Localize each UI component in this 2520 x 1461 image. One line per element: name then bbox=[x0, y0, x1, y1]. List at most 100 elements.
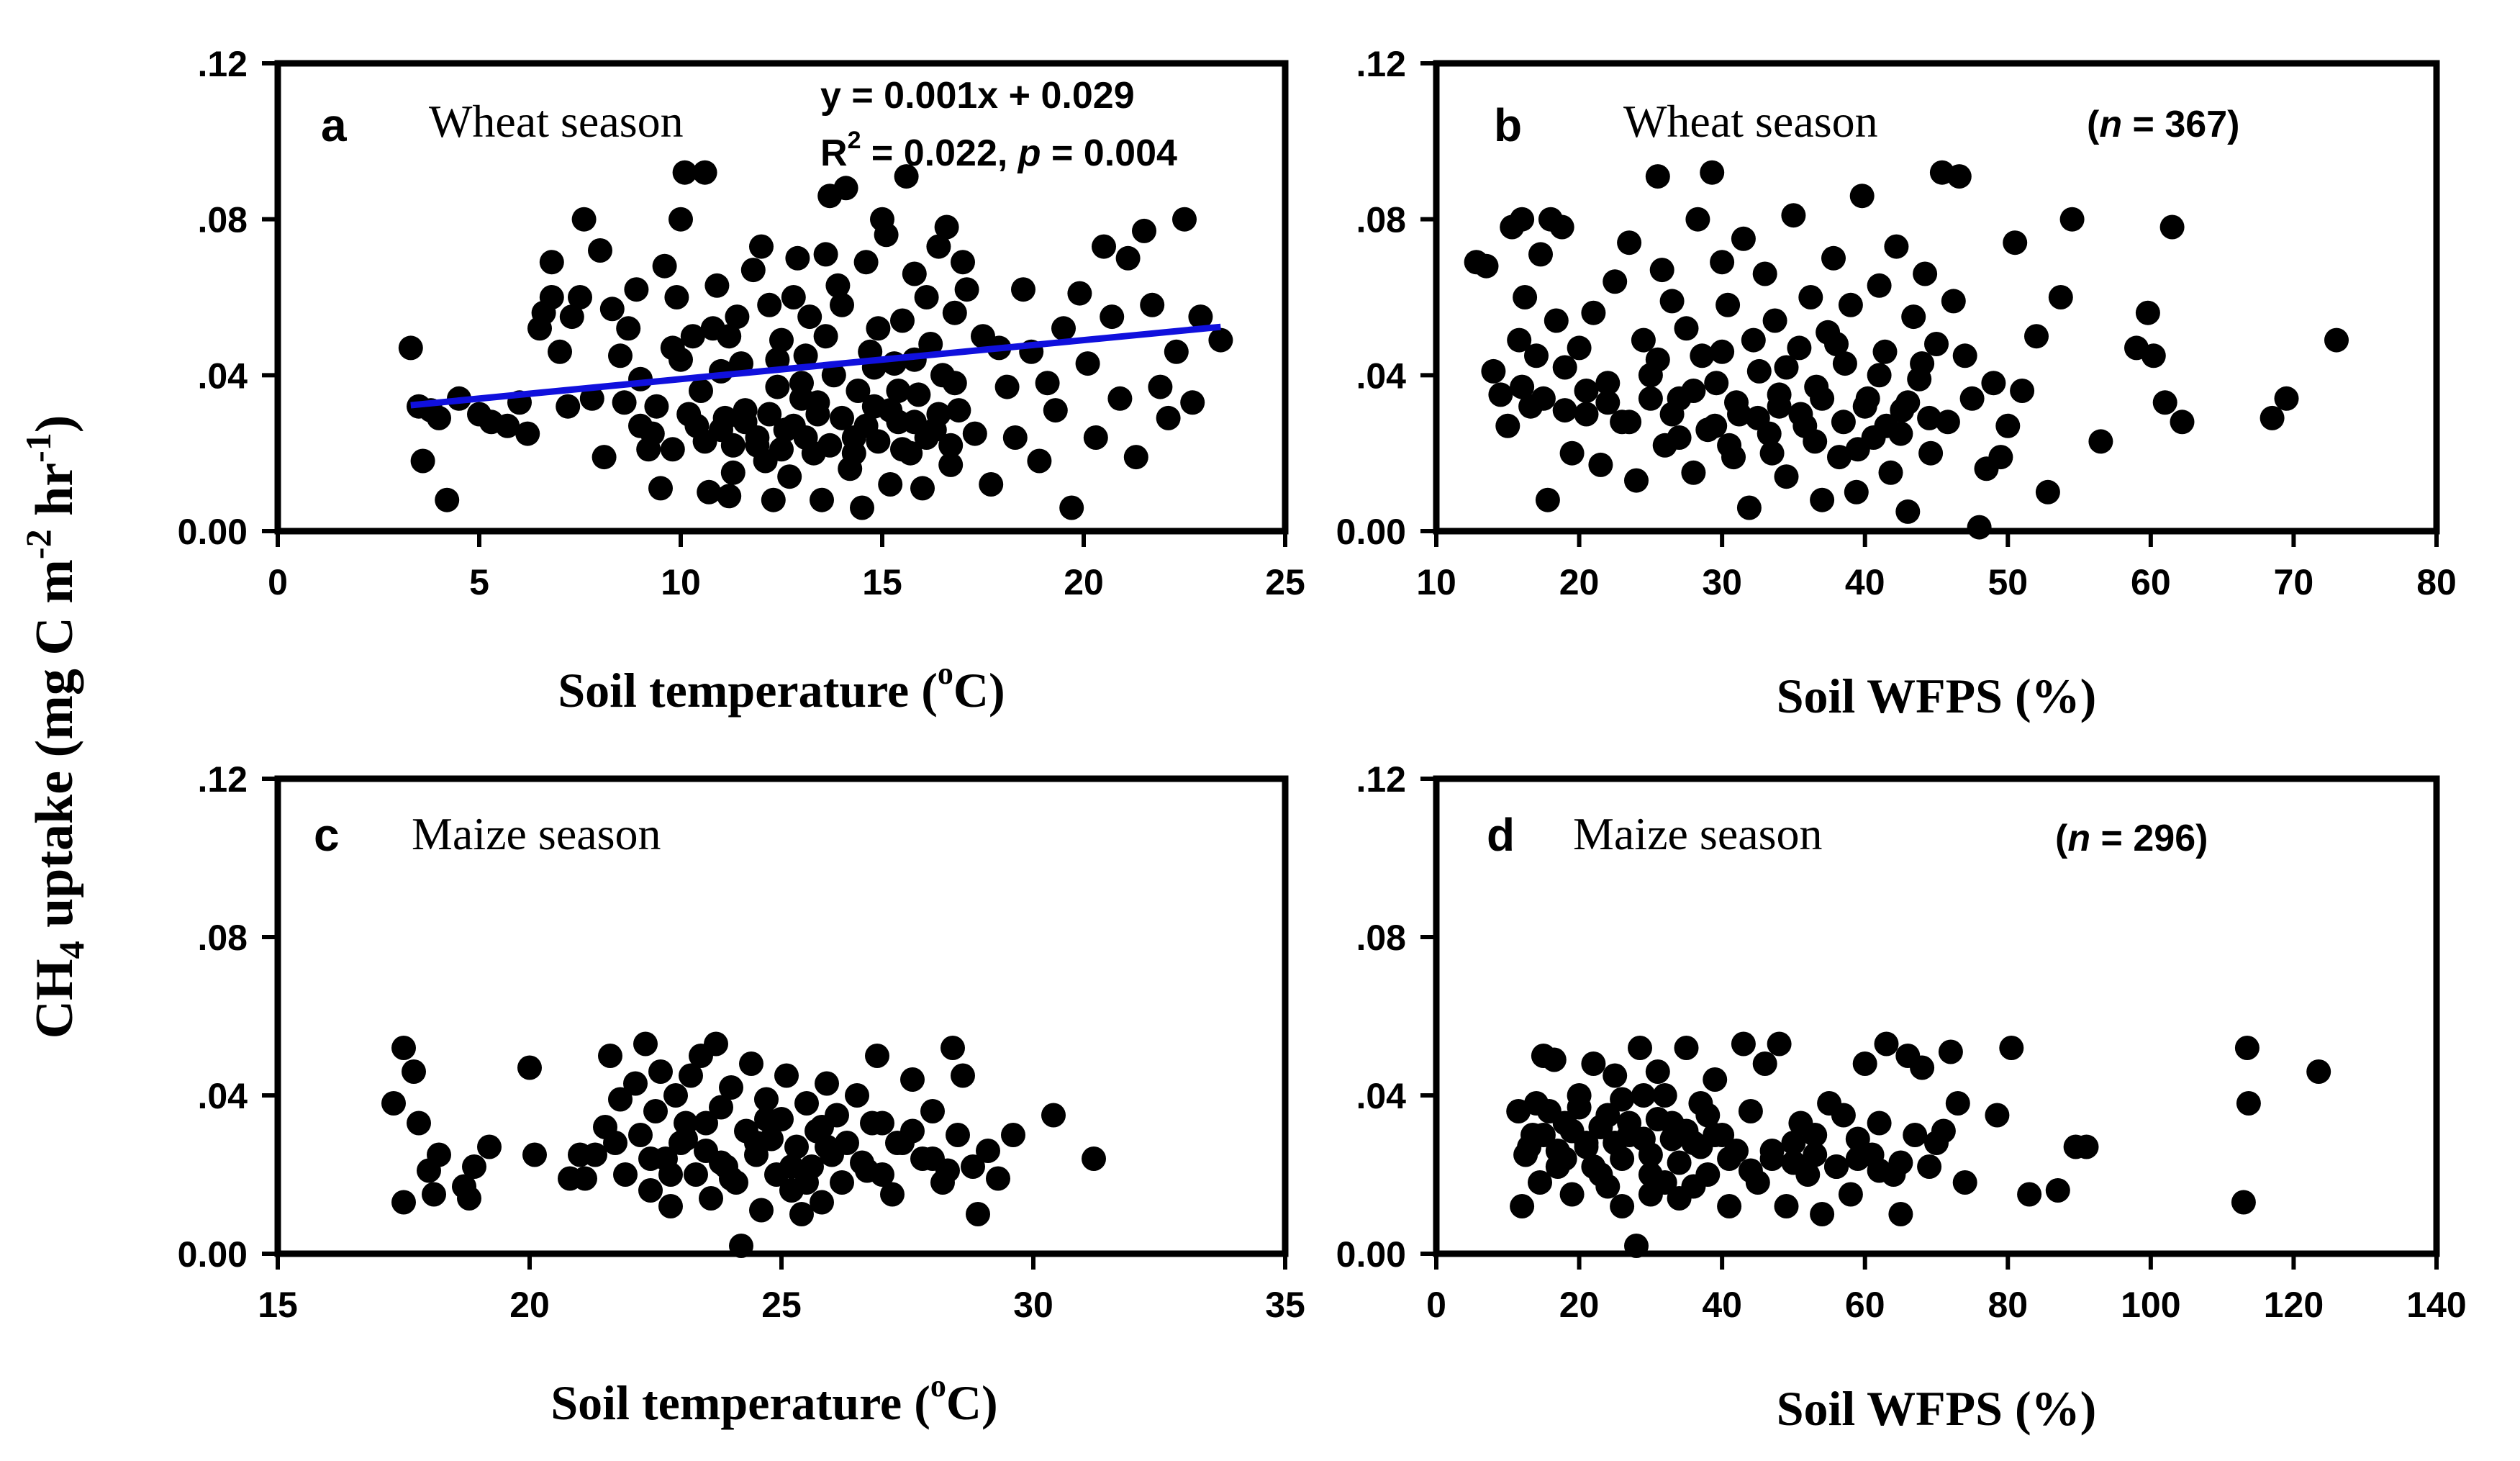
panel-a-point bbox=[886, 379, 911, 403]
panel-c-point bbox=[648, 1059, 673, 1084]
panel-b-point bbox=[1645, 347, 1670, 372]
panel-c-point bbox=[845, 1083, 869, 1108]
panel-d-point bbox=[1703, 1067, 1728, 1092]
panel-b-point bbox=[1524, 343, 1549, 368]
panel-c-point bbox=[739, 1051, 763, 1076]
panel-a-point bbox=[1075, 351, 1100, 376]
panel-a-point bbox=[942, 371, 967, 396]
panel-d-letter: d bbox=[1487, 809, 1515, 861]
panel-d-point bbox=[1731, 1031, 1756, 1057]
panel-c-point bbox=[477, 1134, 502, 1159]
panel-d-point bbox=[1803, 1123, 1828, 1147]
panel-b-point bbox=[1736, 495, 1762, 520]
panel-c-point bbox=[850, 1150, 874, 1175]
panel-d-point bbox=[1617, 1111, 1642, 1136]
panel-d-ytick-label: .12 bbox=[1356, 759, 1406, 800]
panel-b-point bbox=[2141, 343, 2166, 368]
panel-b-point bbox=[1513, 285, 1538, 309]
panel-b-n-label: (n = 367) bbox=[2087, 104, 2239, 145]
panel-c-point bbox=[815, 1071, 839, 1096]
panel-a-point bbox=[515, 421, 540, 446]
panel-c-point bbox=[391, 1036, 416, 1060]
panel-c-x-axis-title: Soil temperature (oC) bbox=[550, 1368, 997, 1430]
panel-d-point bbox=[1588, 1115, 1613, 1139]
panel-a-point bbox=[435, 487, 460, 512]
panel-a-point bbox=[559, 304, 584, 330]
panel-b-point bbox=[1852, 394, 1877, 419]
panel-d-point bbox=[1910, 1055, 1935, 1080]
panel-b-xtick-label: 30 bbox=[1702, 562, 1742, 602]
panel-a-point bbox=[689, 379, 713, 403]
panel-a-point bbox=[579, 386, 604, 411]
panel-d-point bbox=[1931, 1118, 1956, 1144]
panel-b-point bbox=[1567, 335, 1592, 361]
panel-b-point bbox=[1917, 405, 1942, 430]
panel-a-point bbox=[926, 234, 951, 259]
panel-b-point bbox=[1495, 413, 1520, 438]
panel-d-xtick-label: 20 bbox=[1559, 1285, 1600, 1325]
panel-d-xtick-label: 0 bbox=[1426, 1285, 1446, 1325]
panel-a-ytick-label: .08 bbox=[197, 200, 248, 240]
panel-c-point bbox=[754, 1087, 779, 1112]
y-axis-title-group: CH4 uptake (mg C m-2 hr-1) bbox=[18, 415, 91, 1039]
panel-d-point bbox=[1628, 1036, 1652, 1060]
panel-d-point bbox=[2074, 1134, 2099, 1159]
panel-b-point bbox=[1510, 207, 1535, 232]
panel-a-point bbox=[704, 273, 730, 298]
panel-a-regression-line bbox=[410, 323, 1221, 409]
panel-a-point bbox=[1011, 277, 1035, 302]
panel-a-point bbox=[1083, 425, 1108, 450]
panel-a-point bbox=[608, 343, 633, 368]
panel-d-point bbox=[1581, 1051, 1606, 1076]
panel-c-point bbox=[1001, 1123, 1025, 1147]
panel-a: 0.00.04.08.12 0 5 10 15 20 25 a Wheat season … bbox=[178, 44, 1305, 718]
n-value: = 296) bbox=[2090, 818, 2208, 859]
panel-d-point bbox=[2236, 1091, 2261, 1116]
panel-c-point bbox=[794, 1091, 819, 1116]
panel-a-x-axis-title: Soil temperature (oC) bbox=[558, 656, 1005, 718]
panel-d-point bbox=[1567, 1095, 1592, 1120]
panel-c-point bbox=[381, 1091, 406, 1116]
panel-c-point bbox=[633, 1031, 658, 1057]
panel-c-xtick-label: 30 bbox=[1013, 1285, 1053, 1325]
panel-b-point bbox=[2159, 214, 2185, 240]
panel-a-point bbox=[878, 398, 903, 423]
panel-a-point bbox=[749, 234, 774, 259]
panel-b-point bbox=[1774, 464, 1799, 489]
panel-b-point bbox=[1488, 382, 1513, 407]
panel-c-point bbox=[920, 1099, 945, 1123]
panel-a-point bbox=[946, 398, 971, 423]
panel-b-xticks: 10 20 30 40 50 60 70 80 bbox=[1416, 531, 2457, 602]
panel-c-point bbox=[860, 1111, 884, 1136]
panel-d-xtick-label: 100 bbox=[2121, 1285, 2180, 1325]
panel-a-point bbox=[825, 273, 851, 298]
panel-d-xtick-label: 80 bbox=[1988, 1285, 2028, 1325]
panel-b-point bbox=[1595, 371, 1621, 396]
panel-a-point bbox=[761, 487, 786, 512]
panel-a-point bbox=[539, 285, 564, 309]
panel-b-point bbox=[1849, 184, 1875, 209]
panel-d-point bbox=[1888, 1150, 1913, 1175]
panel-a-point bbox=[902, 261, 927, 286]
panel-d-point bbox=[2306, 1059, 2331, 1084]
panel-d-xtick-label: 140 bbox=[2406, 1285, 2466, 1325]
panel-a-point bbox=[910, 476, 935, 501]
panel-a-point bbox=[1043, 398, 1068, 423]
panel-b-point bbox=[1710, 250, 1735, 275]
panel-a-point bbox=[1092, 234, 1116, 259]
panel-a-point bbox=[813, 324, 838, 349]
panel-a-point bbox=[398, 335, 423, 361]
panel-d-point bbox=[1717, 1146, 1742, 1171]
panel-b-point bbox=[1535, 487, 1560, 512]
panel-b-point bbox=[1703, 413, 1728, 438]
panel-b-point bbox=[1888, 421, 1913, 446]
panel-d-point bbox=[1767, 1031, 1792, 1057]
panel-c-point bbox=[810, 1115, 834, 1139]
panel-d-point bbox=[1867, 1158, 1892, 1183]
x-title-sup: o bbox=[930, 1368, 946, 1403]
panel-b-point bbox=[1845, 437, 1870, 462]
panel-a-point bbox=[951, 250, 975, 275]
panel-c-point bbox=[522, 1142, 547, 1167]
panel-b-point bbox=[1803, 429, 1828, 454]
panel-c-point bbox=[709, 1095, 733, 1120]
